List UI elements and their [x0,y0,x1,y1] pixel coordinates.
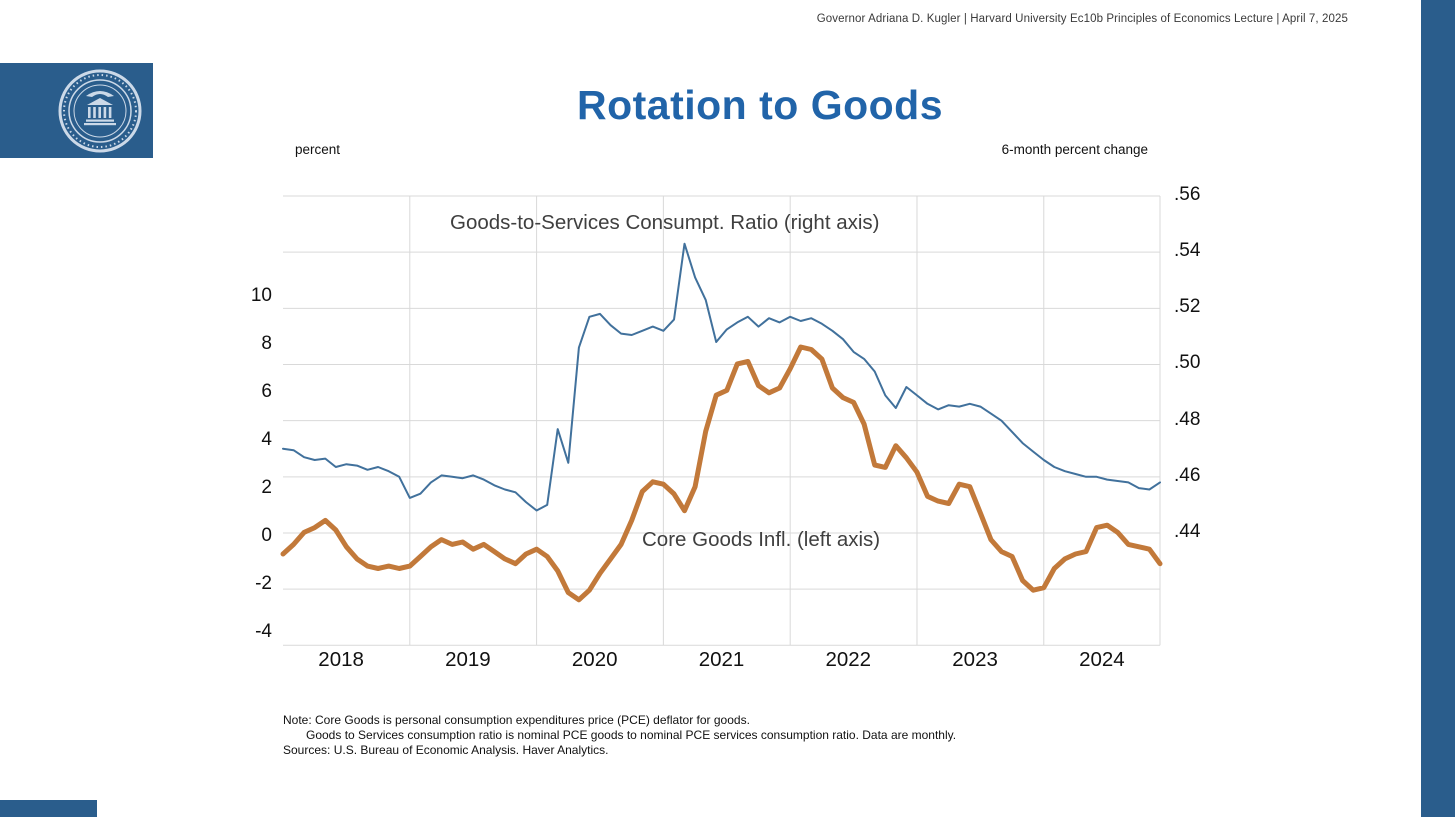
x-tick-label: 2019 [445,648,491,671]
y-left-tick-label: 0 [261,525,272,547]
y-axis-left-ticks: 10 8 6 4 2 0 -2 -4 [212,0,272,817]
y-right-tick-label: .50 [1174,352,1201,374]
footnote-line-2: Goods to Services consumption ratio is n… [306,728,957,742]
x-tick-label: 2022 [825,648,872,671]
chart-footnotes: Note: Core Goods is personal consumption… [283,713,956,758]
y-right-tick-label: .44 [1174,520,1201,542]
y-right-tick-label: .52 [1174,296,1201,318]
y-left-tick-label: 10 [250,284,272,306]
footnote-line-3: Sources: U.S. Bureau of Economic Analysi… [283,743,609,757]
page-title: Rotation to Goods [576,82,944,128]
x-tick-label: 2024 [1079,648,1125,671]
core-goods-inflation-line [280,344,1163,603]
x-tick-label: 2020 [571,648,618,671]
right-accent-bar [1421,0,1455,817]
y-right-tick-label: .56 [1174,184,1201,205]
y-left-tick-label: -2 [255,573,272,595]
x-tick-label: 2018 [318,648,364,671]
ratio-series-label: Goods-to-Services Consumpt. Ratio (right… [450,211,880,234]
core-series-label: Core Goods Infl. (left axis) [642,528,881,551]
bottom-accent-bar [0,800,97,817]
y-right-tick-label: .46 [1174,464,1201,486]
y-axis-right-ticks: .56 .54 .52 .50 .48 .46 .44 [1174,0,1244,817]
footnote-line-1: Note: Core Goods is personal consumption… [283,713,750,727]
y-left-tick-label: 8 [261,332,272,354]
y-right-tick-label: .48 [1174,408,1201,430]
fed-seal-icon [0,63,153,158]
x-tick-label: 2021 [698,648,745,671]
gridlines [283,195,1161,646]
slide-attribution: Governor Adriana D. Kugler | Harvard Uni… [816,13,1348,25]
y-right-tick-label: .54 [1174,240,1201,262]
goods-services-ratio-line [282,242,1161,512]
y-left-tick-label: 2 [261,477,272,499]
y-left-tick-label: -4 [255,621,272,643]
left-axis-unit-label: percent [295,142,341,157]
x-axis-ticks: 2018 2019 2020 2021 2022 2023 2024 [0,648,1455,678]
y-left-tick-label: 4 [261,428,272,450]
right-axis-unit-label: 6-month percent change [1001,142,1148,157]
x-tick-label: 2023 [952,648,998,671]
y-left-tick-label: 6 [261,380,272,402]
federal-reserve-logo [0,63,153,158]
